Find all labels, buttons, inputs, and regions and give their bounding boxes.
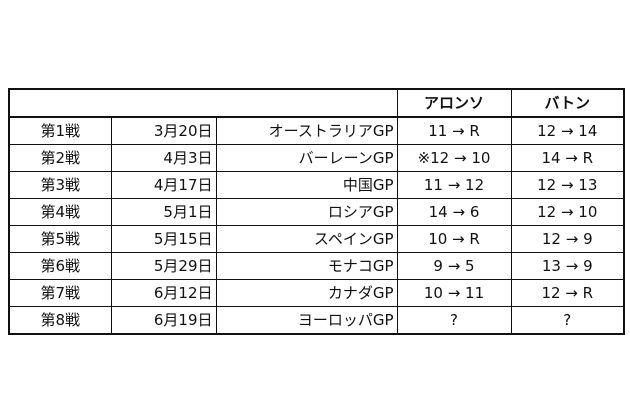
grand-prix-cell: カナダGP	[215, 279, 398, 307]
button-result-cell: 12 → 14	[510, 116, 625, 145]
date-cell: 3月20日	[110, 116, 217, 145]
alonso-result-cell: ?	[396, 306, 512, 335]
header-driver-alonso: アロンソ	[396, 88, 512, 118]
date-cell: 4月17日	[110, 171, 217, 199]
table-header-row: アロンソ バトン	[8, 88, 625, 118]
grand-prix-cell: モナコGP	[215, 252, 398, 280]
race-results-table: アロンソ バトン 第1戦 3月20日 オーストラリアGP 11 → R 12 →…	[8, 88, 625, 335]
grand-prix-cell: バーレーンGP	[215, 144, 398, 172]
table-row: 第4戦 5月1日 ロシアGP 14 → 6 12 → 10	[8, 198, 625, 226]
button-result-cell: 12 → 13	[510, 171, 625, 199]
table-row: 第3戦 4月17日 中国GP 11 → 12 12 → 13	[8, 171, 625, 199]
grand-prix-cell: オーストラリアGP	[215, 116, 398, 145]
race-number-cell: 第4戦	[8, 198, 112, 226]
button-result-cell: 12 → R	[510, 279, 625, 307]
race-number-cell: 第1戦	[8, 116, 112, 145]
date-cell: 6月19日	[110, 306, 217, 335]
table-row: 第7戦 6月12日 カナダGP 10 → 11 12 → R	[8, 279, 625, 307]
button-result-cell: 12 → 9	[510, 225, 625, 253]
date-cell: 5月1日	[110, 198, 217, 226]
race-number-cell: 第6戦	[8, 252, 112, 280]
race-number-cell: 第8戦	[8, 306, 112, 335]
date-cell: 4月3日	[110, 144, 217, 172]
button-result-cell: ?	[510, 306, 625, 335]
alonso-result-cell: 9 → 5	[396, 252, 512, 280]
date-cell: 5月15日	[110, 225, 217, 253]
race-number-cell: 第7戦	[8, 279, 112, 307]
race-number-cell: 第3戦	[8, 171, 112, 199]
table-row: 第5戦 5月15日 スペインGP 10 → R 12 → 9	[8, 225, 625, 253]
race-results-table-container: アロンソ バトン 第1戦 3月20日 オーストラリアGP 11 → R 12 →…	[8, 88, 625, 335]
date-cell: 6月12日	[110, 279, 217, 307]
alonso-result-cell: ※12 → 10	[396, 144, 512, 172]
grand-prix-cell: ヨーロッパGP	[215, 306, 398, 335]
button-result-cell: 12 → 10	[510, 198, 625, 226]
table-row: 第6戦 5月29日 モナコGP 9 → 5 13 → 9	[8, 252, 625, 280]
table-row: 第8戦 6月19日 ヨーロッパGP ? ?	[8, 306, 625, 335]
alonso-result-cell: 11 → R	[396, 116, 512, 145]
grand-prix-cell: ロシアGP	[215, 198, 398, 226]
alonso-result-cell: 10 → R	[396, 225, 512, 253]
grand-prix-cell: 中国GP	[215, 171, 398, 199]
date-cell: 5月29日	[110, 252, 217, 280]
grand-prix-cell: スペインGP	[215, 225, 398, 253]
table-row: 第1戦 3月20日 オーストラリアGP 11 → R 12 → 14	[8, 116, 625, 145]
button-result-cell: 14 → R	[510, 144, 625, 172]
table-row: 第2戦 4月3日 バーレーンGP ※12 → 10 14 → R	[8, 144, 625, 172]
header-empty-cell	[8, 88, 398, 118]
header-driver-button: バトン	[510, 88, 625, 118]
alonso-result-cell: 14 → 6	[396, 198, 512, 226]
alonso-result-cell: 11 → 12	[396, 171, 512, 199]
race-number-cell: 第5戦	[8, 225, 112, 253]
button-result-cell: 13 → 9	[510, 252, 625, 280]
alonso-result-cell: 10 → 11	[396, 279, 512, 307]
race-number-cell: 第2戦	[8, 144, 112, 172]
